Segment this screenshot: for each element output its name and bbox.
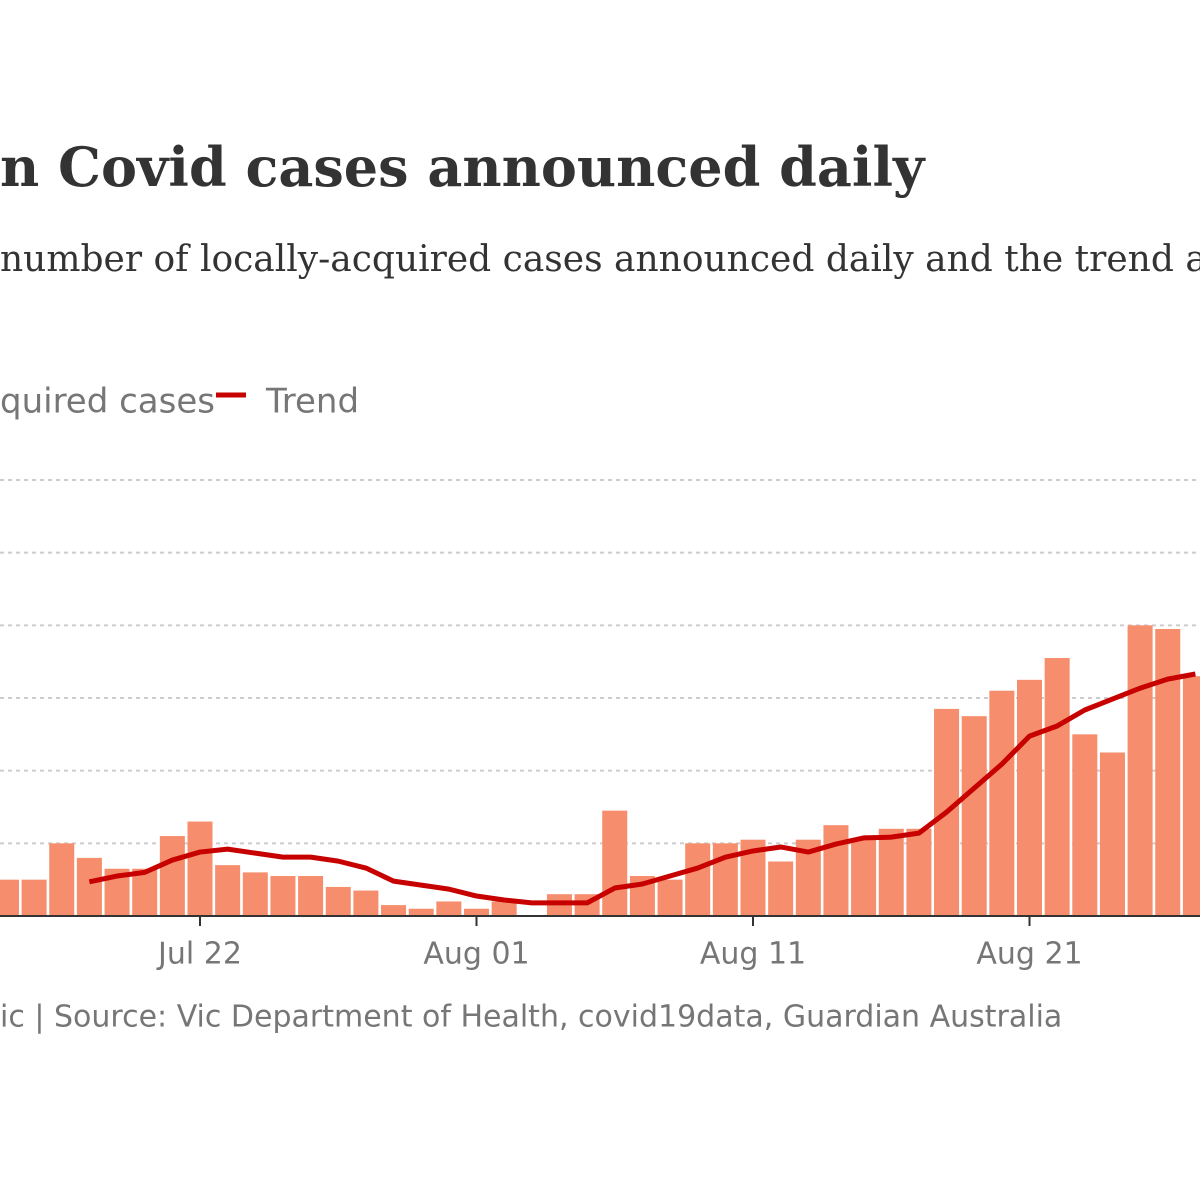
x-tick-label: Aug 01 [423, 937, 529, 972]
bar [1044, 658, 1070, 916]
bar [21, 879, 47, 916]
x-tick-label: Aug 21 [976, 937, 1082, 972]
x-tick-label: Jul 22 [156, 937, 242, 972]
bar [270, 876, 296, 916]
bar [1017, 679, 1042, 916]
bar [491, 901, 517, 916]
bar [408, 908, 434, 916]
bar [851, 839, 877, 916]
bar [823, 825, 849, 916]
bar [961, 716, 987, 916]
trend-line [88, 671, 1196, 906]
bar [187, 821, 213, 916]
bar [878, 828, 904, 916]
bar [132, 868, 158, 916]
bar [602, 810, 628, 916]
bar [49, 843, 75, 916]
chart-subtitle: number of locally-acquired cases announc… [0, 239, 1200, 280]
bar [768, 861, 794, 916]
bar [989, 690, 1015, 916]
bar [1127, 625, 1153, 916]
bar [381, 905, 407, 916]
source: ic | Source: Vic Department of Health, c… [0, 1000, 1062, 1035]
bar [436, 901, 462, 916]
bar [298, 876, 324, 916]
bar [353, 890, 379, 916]
bar [464, 908, 489, 916]
legend-label: quired cases [0, 382, 215, 422]
bar [1072, 734, 1098, 916]
bar [1182, 676, 1200, 916]
bar [159, 836, 185, 916]
bar [325, 886, 351, 916]
chart-title: n Covid cases announced daily [0, 135, 926, 199]
bar [242, 872, 268, 916]
bar [0, 879, 19, 916]
bar [657, 879, 683, 916]
bar [215, 865, 241, 916]
bar [685, 843, 711, 916]
legend-label: Trend [265, 382, 359, 422]
bar [906, 828, 932, 916]
x-tick-label: Aug 11 [700, 937, 806, 972]
bar [1155, 628, 1181, 916]
bar [1099, 752, 1125, 916]
bar [76, 857, 102, 916]
